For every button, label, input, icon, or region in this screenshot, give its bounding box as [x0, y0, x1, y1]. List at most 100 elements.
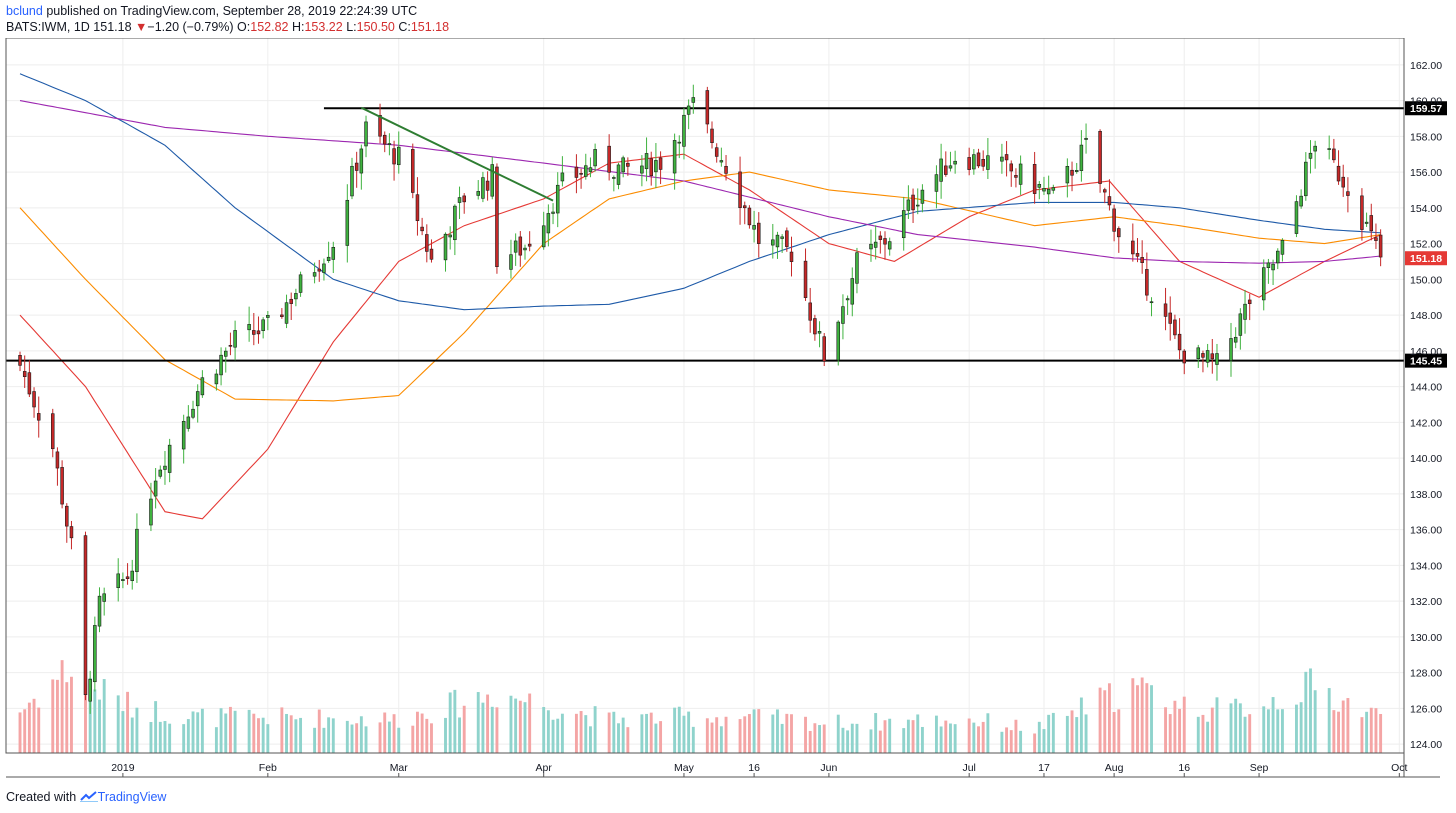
- volume-bar: [490, 706, 494, 753]
- candle: [1327, 135, 1331, 160]
- volume-bar: [1178, 708, 1182, 753]
- candle: [616, 162, 621, 190]
- volume-bar: [476, 692, 480, 753]
- candle-body: [948, 165, 953, 169]
- candle-body: [1210, 353, 1215, 360]
- volume-bar: [906, 719, 910, 753]
- volume-bar: [168, 723, 172, 753]
- candle: [747, 205, 752, 229]
- volume-bar: [1332, 710, 1336, 753]
- candle-body: [901, 210, 906, 239]
- candle: [939, 143, 943, 199]
- candle-body: [125, 576, 130, 580]
- candle-body: [719, 160, 724, 163]
- candle-body: [121, 579, 125, 581]
- volume-bar: [1009, 730, 1013, 753]
- candle-body: [1378, 234, 1383, 258]
- candle: [252, 312, 256, 346]
- candle-body: [944, 165, 948, 175]
- volume-bar: [1196, 716, 1200, 753]
- candle-body: [906, 199, 911, 211]
- candle-body: [976, 152, 981, 167]
- candle-body: [752, 225, 756, 230]
- candle-body: [579, 173, 583, 175]
- candle-body: [607, 145, 611, 173]
- volume-bar: [1206, 721, 1210, 753]
- volume-bar: [869, 729, 873, 753]
- candle: [116, 558, 120, 602]
- volume-bar: [285, 713, 288, 753]
- volume-bar: [934, 715, 938, 753]
- candle: [1336, 150, 1341, 185]
- volume-bar: [523, 702, 527, 753]
- candle: [326, 241, 331, 263]
- candle-body: [18, 355, 22, 366]
- candle-body: [621, 157, 625, 173]
- author-link[interactable]: bclund: [6, 4, 43, 18]
- candle: [626, 157, 630, 176]
- candle-body: [1000, 156, 1004, 162]
- candle-body: [453, 205, 457, 241]
- volume-bar: [70, 676, 73, 753]
- x-tick-label: Aug: [1105, 762, 1124, 774]
- candle-body: [574, 166, 579, 178]
- open-label: O:: [237, 20, 251, 34]
- candle-body: [551, 211, 555, 214]
- candle: [588, 157, 593, 178]
- price-chart[interactable]: 159.57 145.45 151.18 124.00 126.00 128.00 130…: [0, 38, 1456, 784]
- candle-body: [841, 306, 845, 324]
- candle: [1215, 343, 1219, 381]
- candle-body: [1360, 195, 1364, 230]
- candle: [873, 225, 878, 260]
- candle: [1261, 259, 1266, 311]
- candle-body: [1103, 189, 1107, 193]
- candle: [738, 156, 742, 225]
- volume-bar: [1117, 709, 1121, 753]
- candle: [1280, 238, 1285, 262]
- horizontal-levels: 159.57 145.45 151.18: [6, 101, 1447, 368]
- tradingview-link[interactable]: TradingView: [97, 790, 167, 804]
- volume-bar: [776, 709, 779, 753]
- candle: [546, 204, 551, 247]
- candle-body: [682, 114, 686, 147]
- moving-average-line: [19, 73, 1381, 311]
- candle: [593, 143, 597, 172]
- last-price-text: 151.18: [93, 20, 132, 34]
- volume-bar: [1243, 716, 1247, 753]
- volume-bar: [841, 727, 845, 753]
- volume-bar: [191, 711, 195, 753]
- candle-body: [1276, 250, 1280, 264]
- volume-bar: [1019, 730, 1023, 753]
- candle-body: [1336, 165, 1341, 182]
- candle: [972, 149, 976, 175]
- candle-body: [915, 204, 920, 207]
- level-label: 145.45: [1410, 356, 1442, 368]
- x-tick-label: Jun: [820, 762, 837, 774]
- candle-body: [116, 573, 120, 588]
- volume-bar: [55, 679, 59, 753]
- candle-body: [518, 236, 523, 256]
- volume-bar: [1360, 717, 1364, 753]
- candle: [219, 347, 223, 386]
- volume-bar: [1070, 710, 1074, 753]
- axes: 124.00 126.00 128.00 130.00 132.00 134.00 136.…: [5, 38, 1442, 778]
- candle: [551, 203, 555, 225]
- volume-bar: [1262, 706, 1266, 753]
- volume-bar: [299, 717, 303, 753]
- volume-bar: [659, 721, 663, 753]
- candle-body: [939, 158, 943, 182]
- candle-body: [312, 272, 317, 277]
- candle-body: [27, 372, 32, 395]
- candle-body: [710, 128, 714, 143]
- candle-body: [1098, 130, 1102, 184]
- candle: [1243, 289, 1247, 334]
- candle-body: [714, 147, 719, 157]
- volume-bar: [1042, 729, 1046, 753]
- candle: [1271, 259, 1275, 286]
- candle: [1294, 195, 1299, 238]
- candle: [1304, 152, 1308, 201]
- candle-body: [1037, 184, 1042, 188]
- candle-body: [51, 413, 55, 450]
- candle: [1205, 343, 1210, 368]
- volume-bar: [640, 714, 644, 753]
